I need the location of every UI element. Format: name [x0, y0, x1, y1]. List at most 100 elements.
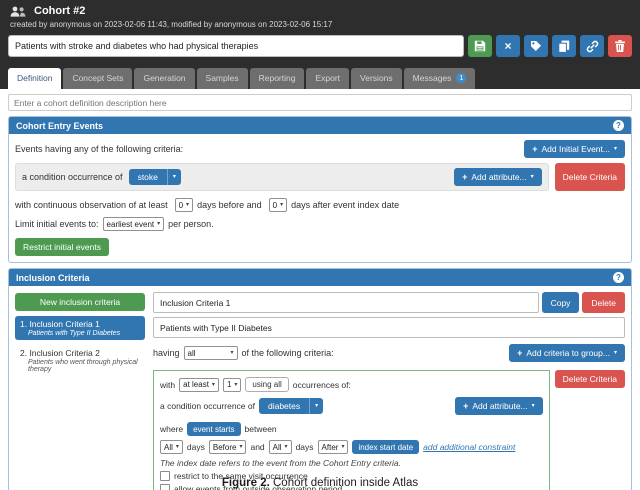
before-select[interactable]: Before ▾ — [208, 440, 247, 454]
concept-label: stoke — [128, 169, 167, 185]
days-after-select[interactable]: 0 ▾ — [268, 198, 288, 212]
inclusion-detail: Copy Delete having all ▾ — [153, 292, 625, 490]
tab-versions[interactable]: Versions — [351, 68, 402, 89]
button-label: Delete Criteria — [562, 172, 617, 182]
button-label: New inclusion criteria — [39, 297, 121, 307]
caret-down-icon: ▾ — [230, 350, 234, 356]
days-from-select[interactable]: All ▾ — [160, 440, 183, 454]
save-button[interactable] — [468, 35, 492, 57]
restrict-visit-row: restrict to the same visit occurrence — [160, 471, 543, 481]
concept-dropdown[interactable]: diabetes ▾ — [258, 398, 324, 414]
days-to-select[interactable]: All ▾ — [268, 440, 292, 454]
figure-caption-text: Cohort definition inside Atlas — [273, 477, 419, 489]
new-inclusion-criteria-button[interactable]: New inclusion criteria — [15, 293, 145, 311]
tab-generation[interactable]: Generation — [134, 68, 195, 89]
outside-observation-checkbox[interactable] — [160, 484, 170, 490]
inclusion-item-label: 1. Inclusion Criteria 1 — [20, 319, 100, 329]
cohort-description-input[interactable] — [8, 94, 632, 111]
help-icon[interactable]: ? — [613, 120, 624, 131]
having-select[interactable]: all ▾ — [183, 346, 238, 360]
limit-initial-events-select[interactable]: earliest event ▾ — [102, 217, 165, 231]
with-text: with — [160, 379, 176, 390]
occurrence-op-select[interactable]: at least ▾ — [179, 377, 219, 392]
copy-criteria-button[interactable]: Copy — [541, 292, 580, 313]
inclusion-item-2[interactable]: 2. Inclusion Criteria 2 Patients who wen… — [15, 345, 145, 376]
delete-criteria-button[interactable]: Delete Criteria — [554, 163, 625, 191]
tab-messages[interactable]: Messages 1 — [403, 68, 476, 89]
add-attribute-button[interactable]: + Add attribute... ▾ — [455, 397, 543, 415]
panel-body: Events having any of the following crite… — [9, 134, 631, 262]
criteria-name-input[interactable] — [153, 292, 539, 313]
inclusion-body: New inclusion criteria 1. Inclusion Crit… — [9, 286, 631, 490]
cohort-name-input[interactable] — [8, 35, 464, 57]
after-select[interactable]: After ▾ — [317, 440, 349, 454]
trash-icon — [615, 40, 625, 52]
add-criteria-to-group-button[interactable]: + Add criteria to group... ▾ — [509, 344, 625, 362]
select-value: at least — [183, 380, 209, 389]
caret-down-icon: ▾ — [211, 381, 215, 388]
button-label: Add attribute... — [472, 401, 528, 411]
add-initial-event-button[interactable]: + Add Initial Event... ▾ — [524, 140, 625, 158]
page-title: Cohort #2 — [34, 5, 86, 17]
having-row: having all ▾ of the following criteria: … — [153, 344, 625, 362]
tab-label: Concept Sets — [72, 73, 124, 83]
button-label: Restrict initial events — [23, 242, 101, 252]
and-text: and — [250, 442, 265, 452]
link-button[interactable] — [580, 35, 604, 57]
tab-concept-sets[interactable]: Concept Sets — [63, 68, 133, 89]
concept-dropdown[interactable]: stoke ▾ — [128, 169, 181, 185]
occurrence-count-select[interactable]: 1 ▾ — [222, 377, 242, 392]
tab-export[interactable]: Export — [306, 68, 350, 89]
limit-suffix-text: per person. — [168, 219, 214, 229]
restrict-initial-events-button[interactable]: Restrict initial events — [15, 238, 109, 256]
select-value: All — [272, 442, 282, 452]
caret-down-icon: ▾ — [284, 444, 288, 450]
caret-down-icon: ▾ — [341, 444, 345, 450]
close-button[interactable]: × — [496, 35, 520, 57]
tag-button[interactable] — [524, 35, 548, 57]
add-attribute-button[interactable]: + Add attribute... ▾ — [454, 168, 542, 186]
tab-label: Export — [315, 73, 341, 83]
inclusion-criteria-panel: Inclusion Criteria ? New inclusion crite… — [8, 268, 632, 490]
panel-title: Inclusion Criteria — [16, 272, 90, 283]
caret-down-icon: ▾ — [175, 444, 179, 450]
add-additional-constraint-link[interactable]: add additional constraint — [423, 442, 516, 452]
caret-down-icon: ▾ — [613, 146, 617, 152]
tab-label: Reporting — [258, 73, 296, 83]
select-value: 0 — [272, 200, 278, 210]
caret-down-icon: ▾ — [530, 174, 534, 180]
tab-bar: Definition Concept Sets Generation Sampl… — [0, 63, 640, 89]
restrict-visit-checkbox[interactable] — [160, 471, 170, 481]
event-starts-button[interactable]: event starts — [187, 422, 241, 436]
cohort-name-row: × — [0, 32, 640, 63]
button-label: Add Initial Event... — [541, 144, 610, 154]
delete-criteria-group-button[interactable]: Delete — [582, 292, 625, 313]
tab-label: Generation — [143, 73, 186, 83]
tab-definition[interactable]: Definition — [8, 68, 62, 89]
criteria-desc-row — [153, 317, 625, 338]
date-window-row: All ▾ days Before ▾ and All — [160, 440, 543, 454]
tab-reporting[interactable]: Reporting — [249, 68, 305, 89]
index-start-date-button[interactable]: index start date — [352, 440, 420, 454]
delete-criteria-button[interactable]: Delete Criteria — [554, 370, 625, 388]
panel-title: Cohort Entry Events — [16, 120, 104, 131]
caret-down-icon: ▾ — [239, 444, 243, 450]
delete-cohort-button[interactable] — [608, 35, 632, 57]
title-row: Cohort #2 — [0, 0, 640, 18]
criteria-group-box: with at least ▾ 1 ▾ using all — [153, 370, 550, 490]
tab-samples[interactable]: Samples — [196, 68, 248, 89]
days-before-select[interactable]: 0 ▾ — [174, 198, 194, 212]
caret-down-icon: ▾ — [234, 381, 238, 388]
checkbox-label: allow events from outside observation pe… — [174, 484, 343, 490]
obs-prefix-text: with continuous observation of at least — [15, 200, 168, 210]
inclusion-item-1[interactable]: 1. Inclusion Criteria 1 Patients with Ty… — [15, 316, 145, 340]
criteria-description-input[interactable] — [153, 317, 625, 338]
help-icon[interactable]: ? — [613, 272, 624, 283]
inclusion-list: New inclusion criteria 1. Inclusion Crit… — [15, 292, 145, 490]
copy-button[interactable] — [552, 35, 576, 57]
criteria-text: a condition occurrence of — [160, 401, 255, 411]
tab-label: Messages — [412, 73, 452, 83]
having-prefix-text: having — [153, 348, 180, 358]
link-icon — [586, 40, 599, 53]
using-all-toggle[interactable]: using all — [245, 377, 289, 392]
